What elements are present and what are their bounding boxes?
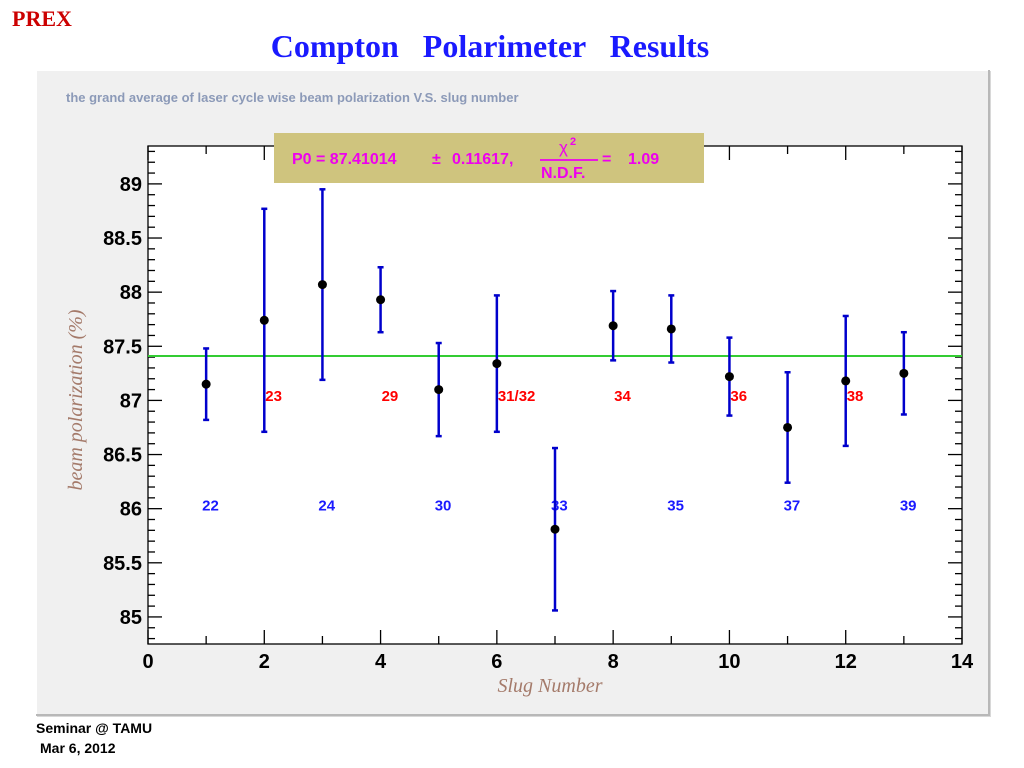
slug-label: 23 [265,388,282,405]
slug-label: 35 [667,497,684,514]
fit-ndf: N.D.F. [541,165,585,182]
canvas-caption: the grand average of laser cycle wise be… [66,90,519,105]
slug-label: 29 [382,388,399,405]
data-point [724,372,734,382]
fit-p0: P0 = 87.41014 [292,151,397,168]
y-tick-label: 86.5 [103,445,142,467]
footer-event: Seminar @ TAMU [36,720,153,736]
y-tick-label: 86 [120,499,142,521]
fit-pm: ± [432,151,441,168]
fit-equals: = [602,151,611,168]
x-tick-label: 6 [491,651,502,673]
data-point [783,422,793,432]
fit-stats-box [274,133,704,183]
data-point [201,379,211,389]
slide-title: Compton Polarimeter Results [270,28,710,64]
slug-label: 33 [551,497,568,514]
slug-label: 22 [202,497,219,514]
data-point [608,321,618,331]
footer: Seminar @ TAMU Mar 6, 2012 [36,718,152,758]
slug-label: 39 [900,497,917,514]
data-point [317,280,327,290]
x-tick-label: 14 [951,651,974,673]
data-point [376,295,386,305]
data-point [666,324,676,334]
fit-stats-text: P0 = 87.41014 ±0.11617, χ 2 N.D.F. = 1.09 [292,136,659,182]
fit-chi2-value: 1.09 [628,151,659,168]
corner-tag: PREX [12,6,72,31]
footer-date: Mar 6, 2012 [40,740,116,756]
x-tick-label: 10 [718,651,740,673]
x-tick-label: 12 [835,651,857,673]
slug-label: 36 [730,388,747,405]
y-tick-label: 88.5 [103,228,142,250]
slug-label: 31/32 [498,388,536,405]
data-point [841,376,851,386]
fit-chi: χ [559,138,568,157]
fit-error: 0.11617, [452,151,513,168]
x-tick-label: 2 [259,651,270,673]
slug-label: 30 [435,497,452,514]
slug-label: 34 [614,388,631,405]
x-axis-title: Slug Number [498,675,603,697]
x-tick-label: 4 [375,651,387,673]
slug-label: 38 [847,388,864,405]
y-tick-label: 89 [120,174,142,196]
y-tick-label: 85.5 [103,553,142,575]
y-tick-label: 87.5 [103,336,142,358]
slug-label: 37 [784,497,801,514]
data-point [492,359,502,369]
y-tick-label: 85 [120,607,142,629]
y-tick-label: 88 [120,282,142,304]
data-point [550,524,560,534]
x-tick-label: 8 [608,651,619,673]
y-tick-label: 87 [120,390,142,412]
y-axis-title: beam polarization (%) [65,309,87,490]
data-point [259,315,269,325]
x-tick-label: 0 [142,651,153,673]
data-point [899,368,909,378]
slug-label: 24 [318,497,335,514]
fit-chi-exp: 2 [570,136,576,148]
data-point [434,385,444,395]
